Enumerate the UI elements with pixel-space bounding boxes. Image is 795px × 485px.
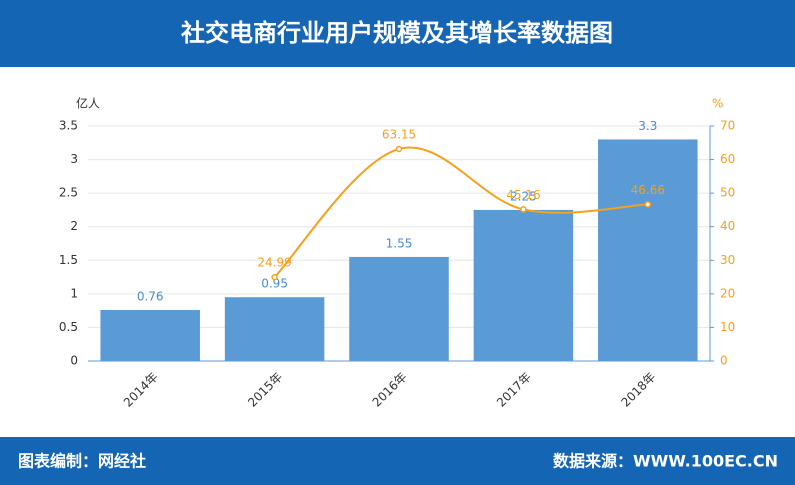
line [273,146,648,278]
y2-tick-label: 10 [720,320,735,334]
line-point [271,273,278,281]
bar-value-label: 0.76 [137,289,164,303]
y2-tick-label: 50 [720,186,735,200]
y-tick-label: 1.5 [59,253,78,267]
y-tick-label: 1 [70,286,78,300]
y2-axis-label: % [712,97,723,111]
bar [598,139,698,361]
y-tick-label: 0 [70,354,78,368]
footer-band [0,437,795,485]
bar-value-label: 3.3 [638,119,657,133]
chart-title: 社交电商行业用户规模及其增长率数据图 [181,19,613,47]
y2-tick-label: 30 [720,253,735,267]
line-value-label: 63.15 [382,127,416,141]
line-value-label: 46.66 [631,183,665,197]
y-axis-label: 亿人 [76,96,100,111]
bar [349,256,449,361]
y2-tick-label: 20 [720,286,735,300]
y2-tick-label: 0 [720,354,728,368]
y-tick-label: 2 [70,219,78,233]
y-tick-label: 3.5 [59,119,78,133]
y-tick-label: 3 [70,152,78,166]
line-point [644,201,652,208]
line-value-label: 45.16 [506,188,540,202]
bar-value-label: 2.25 [510,189,537,203]
y2-tick-label: 60 [720,152,735,166]
y2-tick-label: 70 [720,119,735,133]
line-point [520,206,527,213]
bar [473,209,574,361]
line-point [395,145,403,153]
bar-value-label: 0.95 [261,277,288,291]
footer-left: 图表编制：网经社 [18,452,146,471]
header-band [0,0,795,67]
y-tick-label: 0.5 [59,320,78,334]
bar [100,309,200,361]
line-value-label: 24.99 [257,256,291,270]
y-tick-label: 2.5 [59,186,78,200]
bar-value-label: 1.55 [386,236,413,250]
footer-right: 数据来源：WWW.100EC.CN [553,452,778,471]
y2-tick-label: 40 [720,219,735,233]
bar [224,297,325,361]
